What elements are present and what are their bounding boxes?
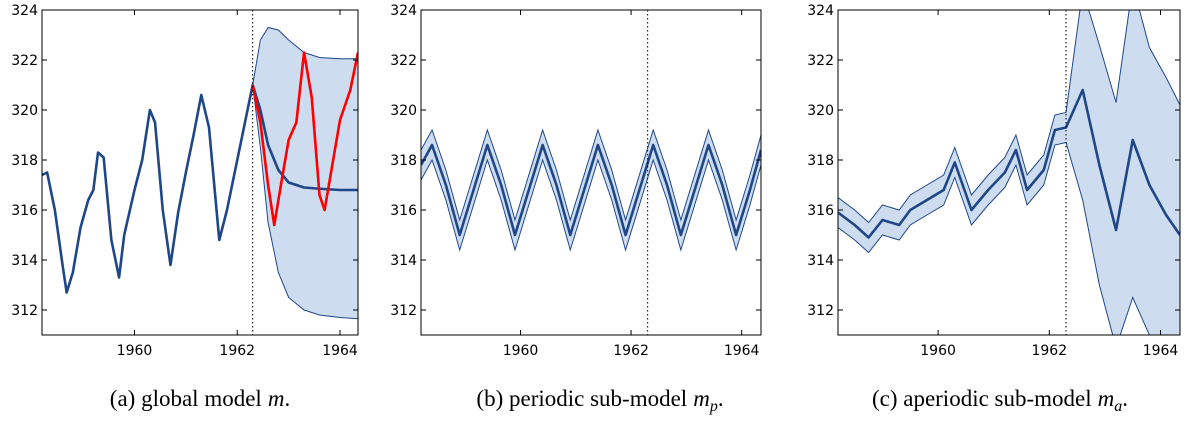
caption-label: (b) periodic sub-model <box>476 386 687 411</box>
x-tick-label: 1960 <box>503 343 539 359</box>
y-tick-label: 316 <box>390 203 417 219</box>
caption-symbol: m <box>693 386 710 411</box>
band-edge <box>421 128 761 222</box>
y-tick-label: 314 <box>390 253 417 269</box>
y-tick-label: 322 <box>807 53 834 69</box>
caption-symbol: m <box>1098 386 1115 411</box>
y-tick-label: 312 <box>390 303 417 319</box>
caption-end: . <box>284 386 290 411</box>
caption: (a) global model m. <box>110 386 290 411</box>
y-tick-label: 318 <box>390 153 417 169</box>
y-tick-label: 316 <box>11 203 38 219</box>
y-tick-label: 324 <box>11 3 38 19</box>
y-tick-label: 322 <box>390 53 417 69</box>
y-tick-label: 312 <box>11 303 38 319</box>
axes-frame <box>420 9 762 336</box>
band-edge <box>252 84 358 320</box>
caption-label: (a) global model <box>110 386 262 411</box>
y-tick-label: 324 <box>807 3 834 19</box>
y-tick-label: 314 <box>807 253 834 269</box>
y-tick-label: 316 <box>807 203 834 219</box>
axes-frame <box>41 9 359 336</box>
caption-symbol: m <box>268 386 285 411</box>
caption: (c) aperiodic sub-model ma. <box>872 386 1128 415</box>
panel: 312 314 316 318 320 322 324 1960 1962 1964 (c) ape… <box>807 3 1181 415</box>
x-tick-label: 1964 <box>724 343 760 359</box>
band-edge <box>838 10 1180 224</box>
y-tick-label: 320 <box>390 103 417 119</box>
plot-area <box>421 128 761 252</box>
y-tick-label: 322 <box>11 53 38 69</box>
band-edge <box>421 158 761 252</box>
x-tick-label: 1962 <box>219 343 255 359</box>
y-tick-label: 324 <box>390 3 417 19</box>
band-edge <box>252 26 358 86</box>
band-fill <box>838 10 1180 335</box>
band-fill <box>252 27 358 319</box>
y-tick-label: 312 <box>807 303 834 319</box>
caption-end: . <box>1122 386 1128 411</box>
plot-area <box>42 26 358 320</box>
series-line <box>421 143 761 237</box>
panel: 312 314 316 318 320 322 324 1960 1962 1964 (a) glo… <box>11 3 359 411</box>
series-line <box>838 88 1180 239</box>
axes-frame <box>837 9 1181 336</box>
caption-subscript: a <box>1114 398 1122 415</box>
y-tick-label: 318 <box>807 153 834 169</box>
caption-end: . <box>718 386 724 411</box>
series-line <box>42 83 358 294</box>
y-tick-label: 320 <box>11 103 38 119</box>
x-tick-label: 1960 <box>117 343 153 359</box>
series-line <box>251 51 358 227</box>
x-tick-label: 1964 <box>1143 343 1179 359</box>
band-edge <box>838 141 1151 335</box>
y-tick-label: 314 <box>11 253 38 269</box>
plot-area <box>838 10 1180 335</box>
caption-label: (c) aperiodic sub-model <box>872 386 1092 411</box>
panel: 312 314 316 318 320 322 324 1960 1962 1964 (b) per… <box>390 3 762 415</box>
x-tick-label: 1964 <box>322 343 358 359</box>
x-tick-label: 1962 <box>613 343 649 359</box>
x-tick-label: 1962 <box>1031 343 1067 359</box>
caption: (b) periodic sub-model mp. <box>476 386 723 415</box>
caption-subscript: p <box>709 398 718 415</box>
y-tick-label: 320 <box>807 103 834 119</box>
x-tick-label: 1960 <box>920 343 956 359</box>
y-tick-label: 318 <box>11 153 38 169</box>
